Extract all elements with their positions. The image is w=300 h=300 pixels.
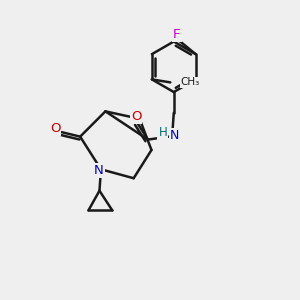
Text: O: O: [50, 122, 60, 135]
Text: O: O: [131, 110, 141, 123]
Text: CH₃: CH₃: [181, 77, 200, 87]
Text: H: H: [158, 126, 167, 139]
Text: N: N: [94, 164, 103, 177]
Text: N: N: [170, 129, 179, 142]
Text: F: F: [173, 28, 181, 41]
